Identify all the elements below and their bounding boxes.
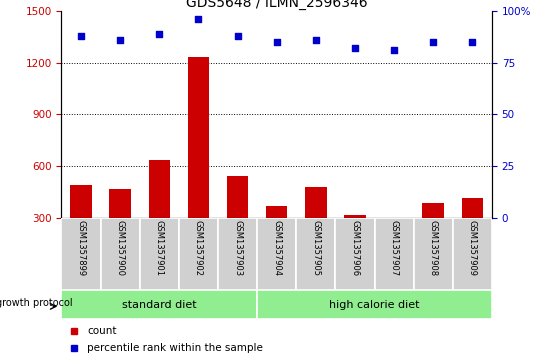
Text: GSM1357906: GSM1357906: [350, 220, 359, 276]
Bar: [344, 215, 366, 269]
Text: GSM1357901: GSM1357901: [155, 220, 164, 276]
Text: percentile rank within the sample: percentile rank within the sample: [87, 343, 263, 353]
Text: growth protocol: growth protocol: [0, 298, 72, 309]
Bar: [462, 198, 483, 269]
Text: count: count: [87, 326, 117, 336]
Point: [429, 39, 438, 45]
Text: GSM1357909: GSM1357909: [468, 220, 477, 276]
Title: GDS5648 / ILMN_2596346: GDS5648 / ILMN_2596346: [186, 0, 367, 10]
Bar: [383, 252, 405, 269]
Bar: [335, 218, 375, 290]
Bar: [110, 189, 131, 269]
Point: [272, 39, 281, 45]
Point: [350, 45, 359, 51]
Point: [194, 16, 203, 22]
Point: [468, 39, 477, 45]
Bar: [188, 57, 209, 269]
Point: [311, 37, 320, 43]
Bar: [423, 203, 444, 269]
Text: standard diet: standard diet: [122, 300, 197, 310]
Text: GSM1357900: GSM1357900: [116, 220, 125, 276]
Text: GSM1357907: GSM1357907: [390, 220, 399, 276]
Point: [116, 37, 125, 43]
Text: high calorie diet: high calorie diet: [329, 300, 420, 310]
Text: GSM1357908: GSM1357908: [429, 220, 438, 276]
Text: GSM1357902: GSM1357902: [194, 220, 203, 276]
Point: [155, 31, 164, 37]
Bar: [227, 176, 248, 269]
Point: [77, 33, 86, 38]
Bar: [296, 218, 335, 290]
Bar: [179, 218, 218, 290]
Bar: [149, 160, 170, 269]
Bar: [101, 218, 140, 290]
Bar: [305, 187, 326, 269]
Bar: [140, 218, 179, 290]
Bar: [266, 206, 287, 269]
Point: [390, 47, 399, 53]
Text: GSM1357905: GSM1357905: [311, 220, 320, 276]
Bar: [375, 218, 414, 290]
Bar: [61, 218, 101, 290]
Bar: [218, 218, 257, 290]
Bar: [453, 218, 492, 290]
Bar: [257, 290, 492, 319]
Bar: [61, 290, 257, 319]
Bar: [257, 218, 296, 290]
Bar: [70, 185, 92, 269]
Bar: [414, 218, 453, 290]
Text: GSM1357904: GSM1357904: [272, 220, 281, 276]
Text: GSM1357899: GSM1357899: [77, 220, 86, 276]
Point: [233, 33, 242, 38]
Text: GSM1357903: GSM1357903: [233, 220, 242, 276]
